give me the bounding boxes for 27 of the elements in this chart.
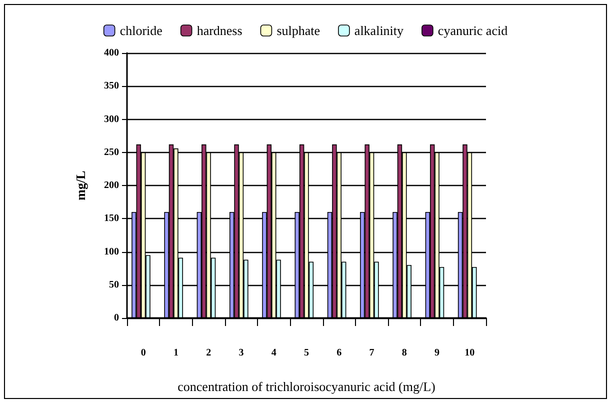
- y-tick-label: 50: [109, 279, 119, 290]
- y-tick-label: 400: [104, 48, 119, 58]
- x-tick-label: 1: [173, 348, 178, 358]
- y-tick-label: 100: [104, 246, 119, 258]
- legend-label: alkalinity: [354, 23, 404, 38]
- legend-label: hardness: [196, 23, 242, 38]
- x-axis-title: concentration of trichloroisocyanuric acid (mg/L): [178, 379, 436, 394]
- x-tick-label: 6: [336, 348, 342, 358]
- y-tick-label: 250: [104, 146, 119, 158]
- legend-label: cyanuric acid: [438, 23, 508, 38]
- x-tick-label: 5: [304, 348, 309, 358]
- x-tick-label: 10: [464, 348, 475, 358]
- legend-label: sulphate: [276, 23, 320, 38]
- y-tick-label: 150: [104, 213, 119, 224]
- x-tick-label: 9: [434, 348, 440, 358]
- x-tick-label: 3: [238, 348, 244, 358]
- x-tick-label: 8: [402, 348, 407, 358]
- y-tick-label: 300: [104, 114, 119, 125]
- x-tick-label: 0: [140, 348, 146, 358]
- x-tick-label: 2: [206, 348, 212, 358]
- y-axis-title: mg/L: [73, 170, 88, 200]
- y-tick-label: 350: [104, 80, 119, 92]
- legend-label: chloride: [120, 23, 163, 38]
- y-tick-label: 200: [104, 180, 119, 191]
- x-tick-label: 7: [369, 348, 374, 358]
- x-tick-label: 4: [271, 348, 276, 358]
- y-tick-label: 0: [114, 312, 119, 324]
